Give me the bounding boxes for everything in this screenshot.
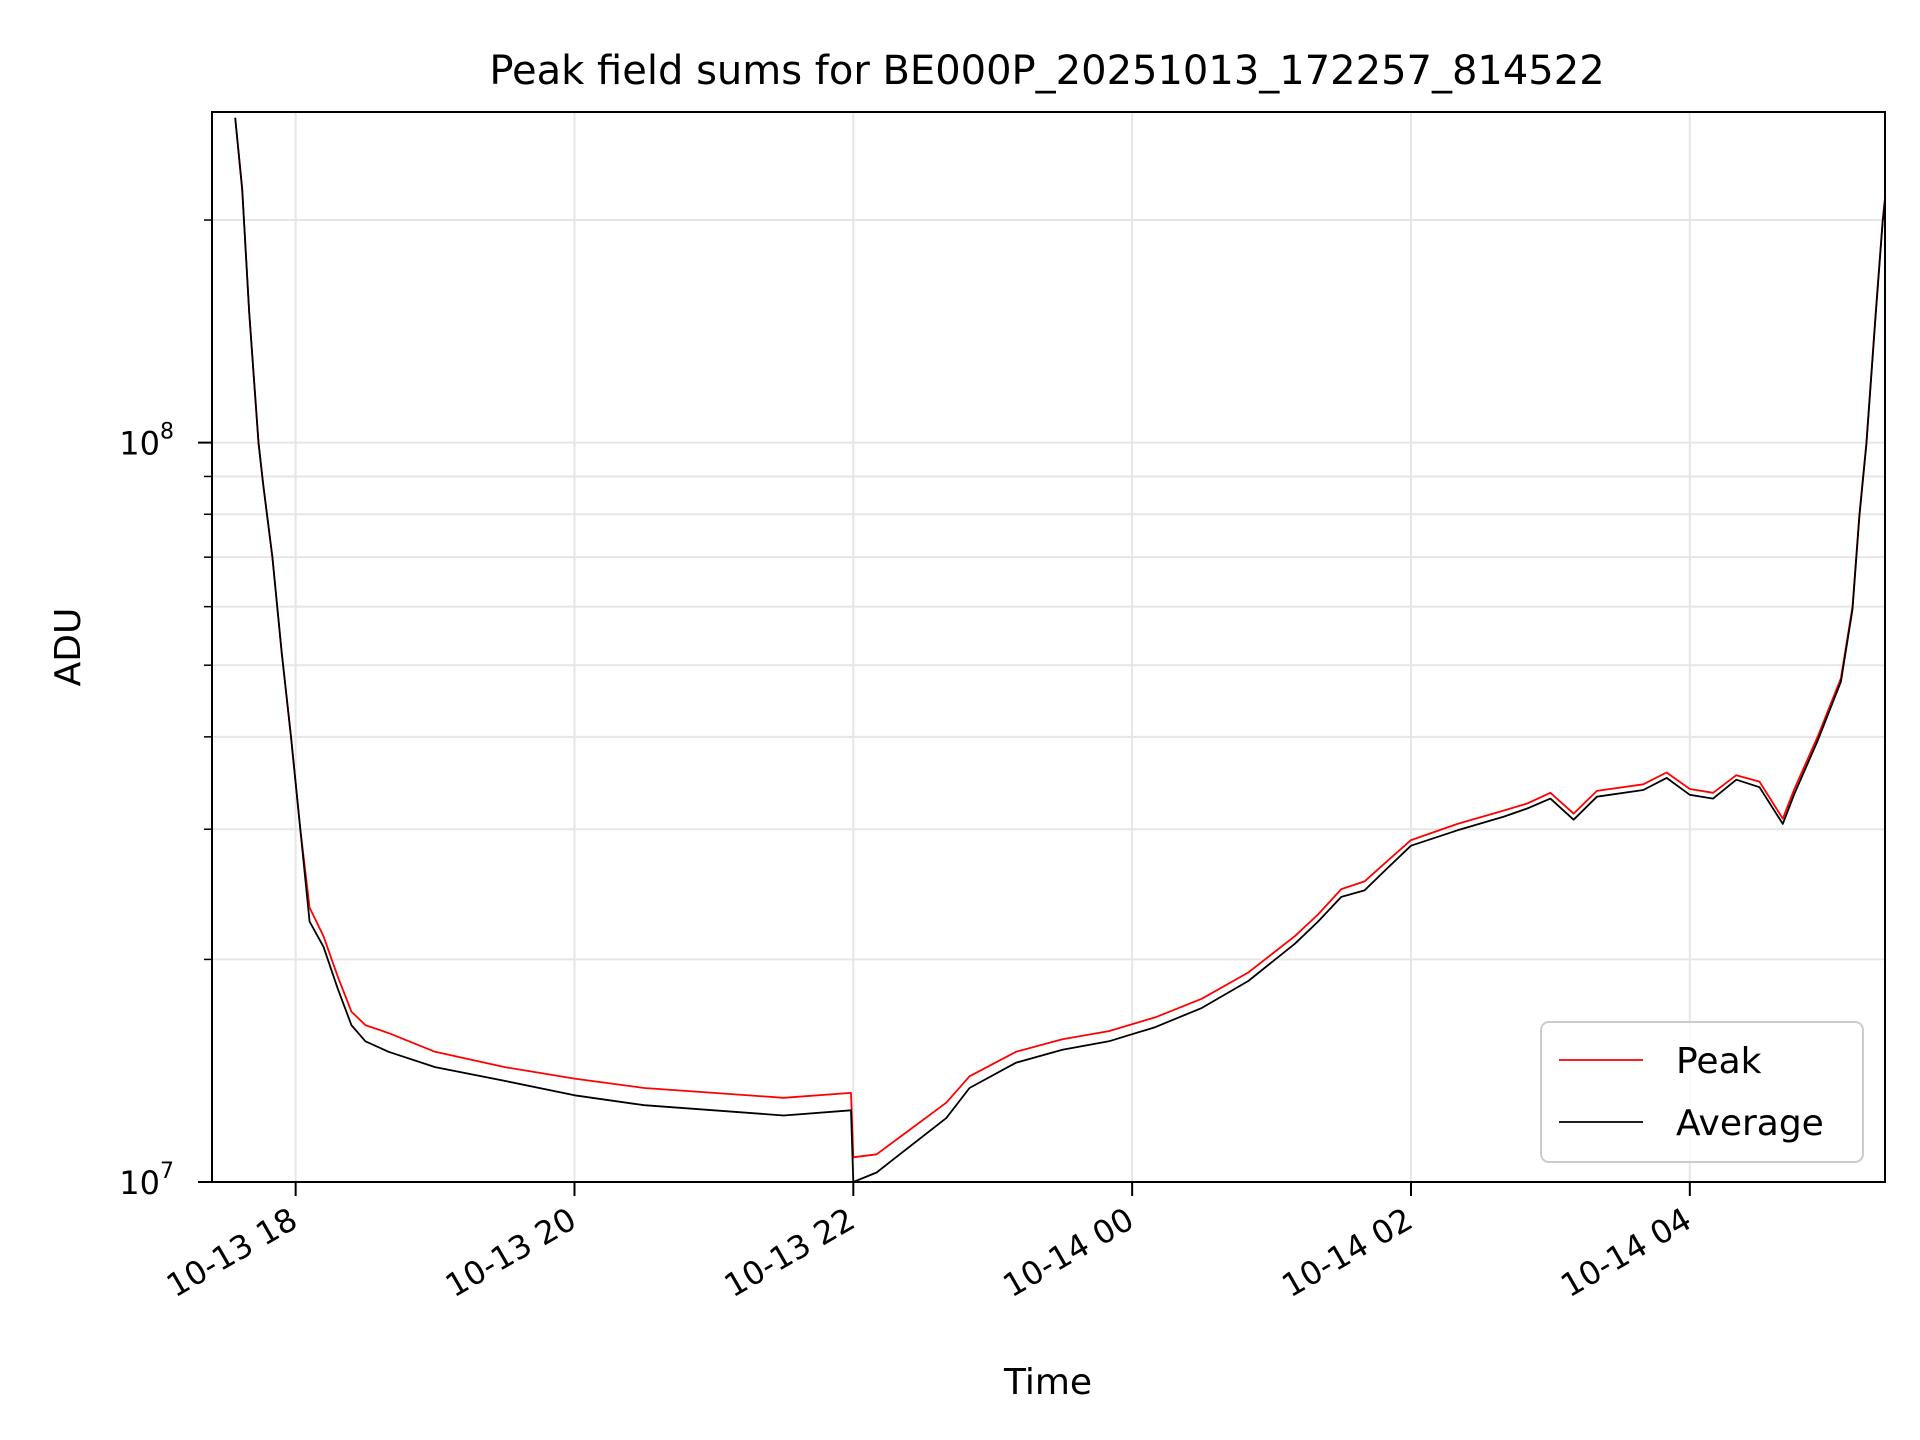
y-tick-label-base: 10 (119, 425, 160, 463)
y-tick-label-exponent: 8 (160, 420, 174, 445)
legend: Peak Average (1540, 1021, 1864, 1163)
y-tick-label-base: 10 (119, 1164, 160, 1202)
legend-box (1540, 1021, 1864, 1163)
plot-area (211, 111, 1886, 1183)
series-line-average (234, 117, 1885, 1182)
series-line-peak (234, 117, 1885, 1159)
chart-title: Peak field sums for BE000P_20251013_1722… (489, 48, 1604, 94)
y-tick-label: 10 7 (119, 1159, 174, 1202)
y-axis-label: ADU (48, 608, 89, 687)
legend-label-peak: Peak (1676, 1041, 1762, 1082)
grid (212, 112, 1885, 1183)
axes-frame (211, 111, 1886, 1183)
legend-label-average: Average (1676, 1103, 1824, 1144)
series-layer (234, 117, 1885, 1182)
y-tick-label-exponent: 7 (160, 1159, 174, 1184)
y-tick-label: 10 8 (119, 420, 174, 463)
x-axis-label: Time (1003, 1362, 1092, 1403)
